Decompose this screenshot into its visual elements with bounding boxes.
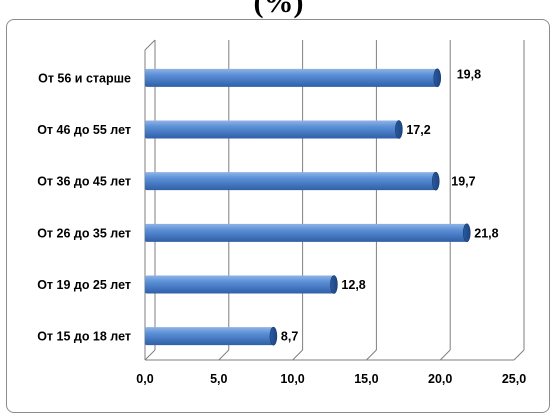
bar-end-cap — [431, 171, 440, 191]
bar — [145, 172, 436, 191]
bar-end-cap — [330, 275, 338, 294]
bar — [145, 68, 438, 87]
bar-end-cap — [462, 223, 471, 243]
category-label: От 46 до 55 лет — [37, 123, 131, 137]
floor-line — [513, 349, 525, 361]
data-label: 19,7 — [451, 175, 475, 189]
data-label: 12,8 — [341, 278, 365, 292]
data-label: 21,8 — [474, 226, 498, 240]
bar-end-cap — [433, 68, 442, 88]
left-wall-top — [144, 39, 156, 51]
floor-line — [366, 349, 377, 361]
x-tick-label: 15,0 — [354, 372, 378, 386]
x-tick-label: 25,0 — [502, 372, 526, 386]
bar — [145, 275, 334, 294]
bar — [145, 223, 467, 242]
data-label: 17,2 — [406, 123, 430, 137]
category-label: От 36 до 45 лет — [37, 175, 131, 189]
data-label: 19,8 — [457, 67, 481, 81]
chart-title: (%) — [253, 0, 304, 19]
category-label: От 56 и старше — [38, 71, 131, 85]
bar-end-cap — [395, 120, 403, 139]
chart-frame — [6, 19, 550, 413]
floor-line — [144, 349, 156, 361]
x-tick-label: 0,0 — [136, 372, 153, 386]
bar-end-cap — [269, 326, 278, 346]
x-tick-label: 5,0 — [210, 372, 227, 386]
bar — [145, 120, 399, 139]
floor-line — [439, 349, 451, 361]
labels-layer: 0,0 5,0 10,0 15,0 20,0 25,0 От 56 и старше 19,8… — [37, 67, 526, 386]
grid-layer — [144, 39, 525, 361]
bar — [145, 327, 274, 346]
floor-line — [218, 349, 230, 361]
category-label: От 15 до 18 лет — [37, 330, 131, 344]
data-label: 8,7 — [281, 330, 298, 344]
x-tick-label: 20,0 — [428, 372, 452, 386]
category-label: От 26 до 35 лет — [37, 226, 131, 240]
x-tick-label: 10,0 — [280, 372, 304, 386]
category-label: От 19 до 25 лет — [37, 278, 131, 292]
bars-layer — [145, 68, 471, 346]
floor-line — [292, 349, 303, 361]
